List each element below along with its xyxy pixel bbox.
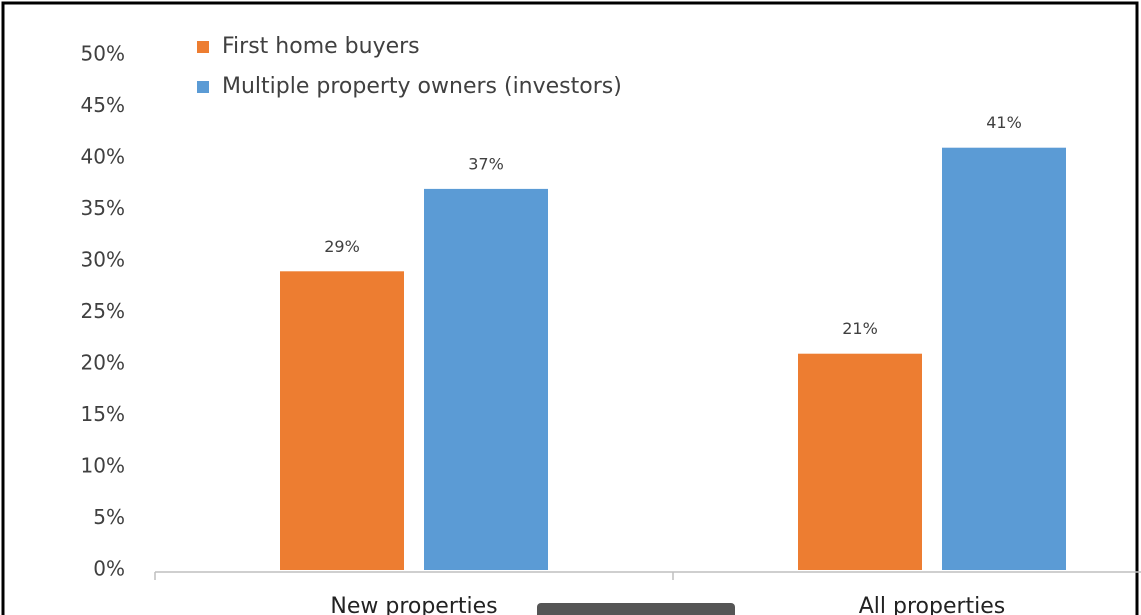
- tooltip-box: [537, 603, 735, 615]
- value-label: 37%: [468, 154, 504, 173]
- value-label: 21%: [842, 319, 878, 338]
- y-tick-label: 15%: [81, 402, 125, 426]
- y-tick-label: 35%: [81, 196, 125, 220]
- bar: [798, 353, 922, 570]
- bar: [942, 147, 1066, 570]
- legend-swatch: [197, 41, 209, 53]
- x-tick-label: All properties: [859, 594, 1006, 615]
- y-tick-label: 50%: [81, 42, 125, 66]
- legend-swatch: [197, 81, 209, 93]
- y-tick-label: 30%: [81, 248, 125, 272]
- legend-label: First home buyers: [222, 34, 420, 59]
- bar: [280, 271, 404, 570]
- bar: [424, 188, 548, 570]
- y-tick-label: 20%: [81, 351, 125, 375]
- legend-label: Multiple property owners (investors): [222, 74, 622, 99]
- y-tick-label: 25%: [81, 299, 125, 323]
- y-tick-label: 5%: [93, 505, 125, 529]
- x-tick-label: New properties: [330, 594, 497, 615]
- y-tick-label: 40%: [81, 145, 125, 169]
- y-tick-label: 0%: [93, 557, 125, 581]
- y-tick-label: 10%: [81, 454, 125, 478]
- y-tick-label: 45%: [81, 93, 125, 117]
- value-label: 41%: [986, 113, 1022, 132]
- value-label: 29%: [324, 237, 360, 256]
